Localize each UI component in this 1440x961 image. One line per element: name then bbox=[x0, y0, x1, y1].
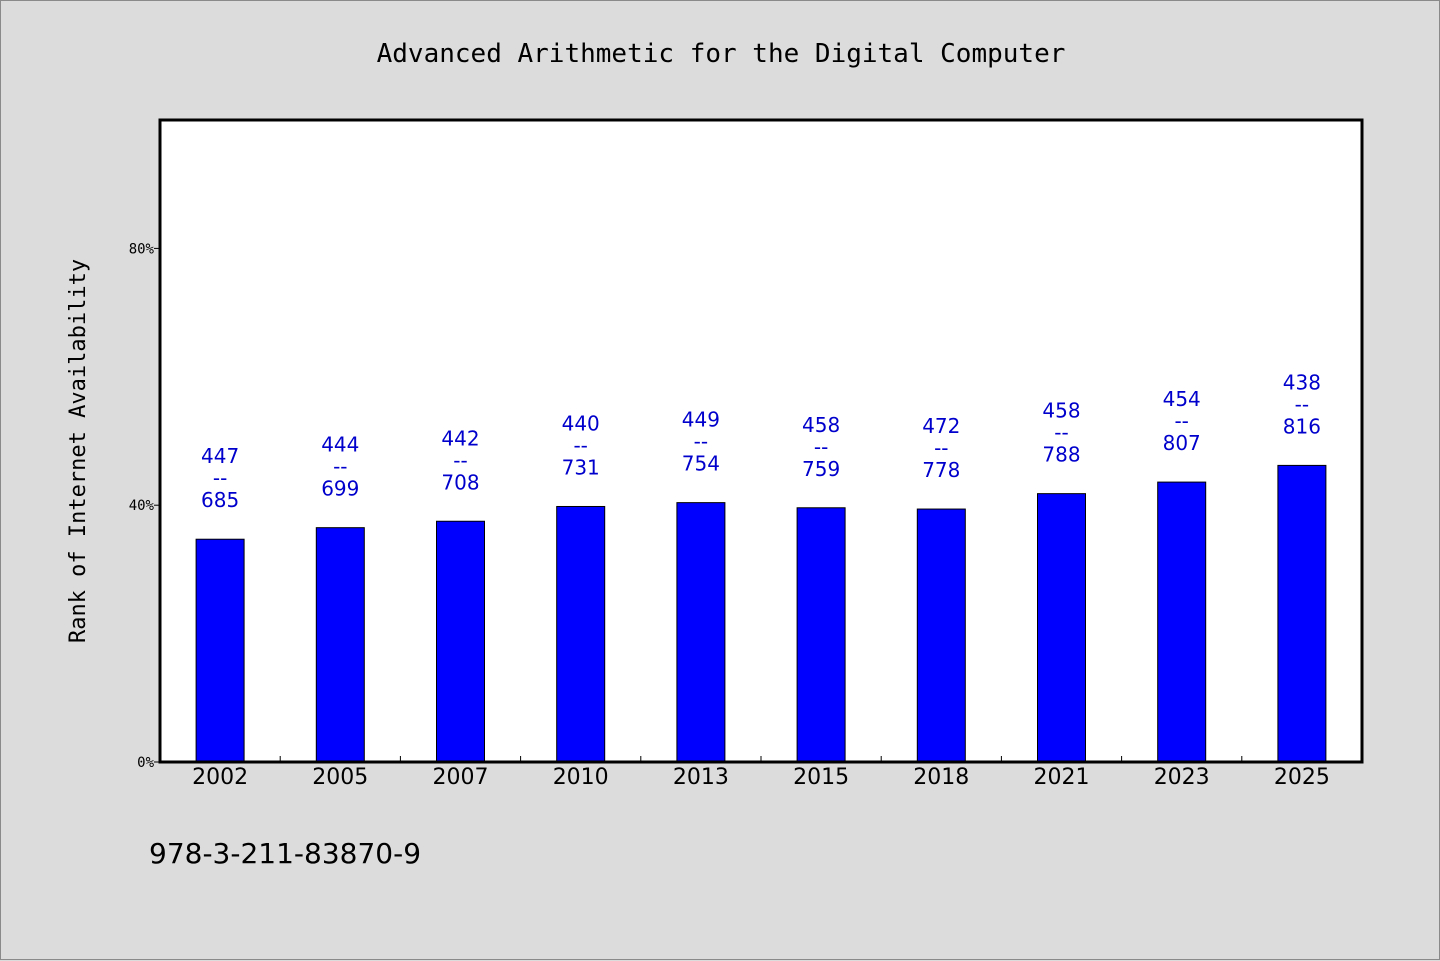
bar-2013 bbox=[676, 502, 726, 763]
data-label-2025-bottom: 816 bbox=[1283, 414, 1321, 438]
x-tick-label-2018: 2018 bbox=[913, 765, 969, 790]
bar-2021 bbox=[1037, 493, 1086, 763]
data-labels-group: 447--685444--699442--708440--731449--754… bbox=[201, 370, 1321, 512]
data-label-2010-bottom: 731 bbox=[562, 455, 600, 479]
data-label-2015-sep: -- bbox=[814, 435, 828, 459]
data-label-2018-sep: -- bbox=[934, 436, 948, 460]
data-label-2018-bottom: 778 bbox=[922, 458, 960, 482]
data-label-2002-sep: -- bbox=[213, 466, 227, 490]
x-tick-label-2025: 2025 bbox=[1274, 765, 1330, 790]
data-label-2005-bottom: 699 bbox=[321, 477, 359, 501]
data-label-2025-top: 438 bbox=[1283, 370, 1321, 394]
y-tick-label-80: 80% bbox=[129, 241, 155, 257]
bar-2007 bbox=[436, 520, 485, 763]
data-label-2018-top: 472 bbox=[922, 414, 960, 438]
x-tick-label-2002: 2002 bbox=[192, 765, 248, 790]
y-tick-label-0: 0% bbox=[137, 755, 154, 771]
y-tick-label-40: 40% bbox=[129, 498, 155, 514]
chart-title: Advanced Arithmetic for the Digital Comp… bbox=[377, 39, 1066, 69]
bar-2015 bbox=[796, 507, 846, 763]
data-label-2010-sep: -- bbox=[573, 433, 587, 457]
bars-group bbox=[195, 464, 1327, 763]
data-label-2013-bottom: 754 bbox=[682, 452, 720, 476]
data-label-2013-sep: -- bbox=[694, 430, 708, 454]
bar-2018 bbox=[916, 508, 966, 763]
data-label-2007-sep: -- bbox=[453, 448, 467, 472]
data-label-2002-top: 447 bbox=[201, 444, 239, 468]
x-tick-label-2013: 2013 bbox=[673, 765, 729, 790]
data-label-2023-bottom: 807 bbox=[1163, 431, 1201, 455]
bar-2025 bbox=[1277, 464, 1327, 763]
plot-border bbox=[158, 118, 1364, 764]
x-tick-label-2007: 2007 bbox=[433, 765, 489, 790]
bar-2023 bbox=[1157, 481, 1207, 763]
bar-2005 bbox=[315, 527, 365, 763]
data-label-2007-bottom: 708 bbox=[441, 470, 479, 494]
isbn-text: 978-3-211-83870-9 bbox=[149, 837, 421, 870]
x-tick-label-2010: 2010 bbox=[553, 765, 609, 790]
x-tick-label-2015: 2015 bbox=[793, 765, 849, 790]
x-ticks-group: 2002 2005 2007 2010 2013 2015 2018 2021 2023 2025 bbox=[192, 756, 1330, 790]
y-axis-label: Rank of Internet Availability bbox=[66, 259, 91, 643]
y-ticks-group: 0% 40% 80% bbox=[129, 241, 160, 771]
data-label-2013-top: 449 bbox=[682, 408, 720, 432]
data-label-2002-bottom: 685 bbox=[201, 488, 239, 512]
x-tick-label-2023: 2023 bbox=[1154, 765, 1210, 790]
data-label-2021-sep: -- bbox=[1054, 421, 1068, 445]
data-label-2025-sep: -- bbox=[1295, 392, 1309, 416]
bar-2002 bbox=[195, 538, 245, 763]
data-label-2023-top: 454 bbox=[1163, 387, 1201, 411]
data-label-2005-sep: -- bbox=[333, 455, 347, 479]
data-label-2023-sep: -- bbox=[1174, 409, 1188, 433]
x-tick-label-2005: 2005 bbox=[312, 765, 368, 790]
data-label-2021-bottom: 788 bbox=[1042, 443, 1080, 467]
data-label-2015-bottom: 759 bbox=[802, 457, 840, 481]
x-tick-label-2021: 2021 bbox=[1034, 765, 1090, 790]
bar-2010 bbox=[556, 505, 606, 763]
data-label-2007-top: 442 bbox=[441, 426, 479, 450]
data-label-2021-top: 458 bbox=[1042, 399, 1080, 423]
data-label-2015-top: 458 bbox=[802, 413, 840, 437]
data-label-2010-top: 440 bbox=[562, 411, 600, 435]
data-label-2005-top: 444 bbox=[321, 433, 359, 457]
